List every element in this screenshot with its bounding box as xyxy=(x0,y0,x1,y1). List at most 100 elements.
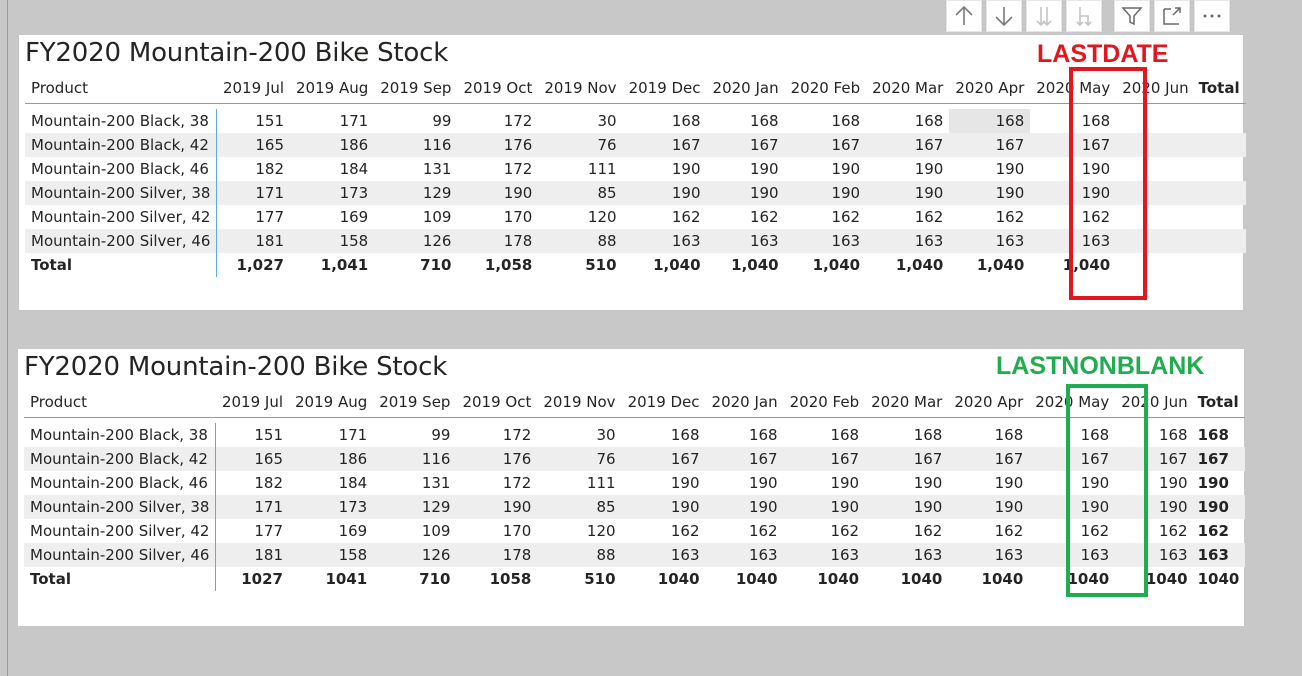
value-cell: 167 xyxy=(865,447,949,471)
canvas-left-edge xyxy=(0,0,8,676)
value-cell: 163 xyxy=(1030,229,1117,253)
drill-up-button[interactable] xyxy=(946,0,982,32)
table-row[interactable]: Mountain-200 Black, 46 182 184 131 172 111 190… xyxy=(25,157,1246,181)
table-row[interactable]: Mountain-200 Black, 38 151 171 99 172 30 168 16… xyxy=(25,109,1246,133)
focus-mode-button[interactable] xyxy=(1154,0,1190,32)
value-cell: 190 xyxy=(948,495,1030,519)
value-cell: 190 xyxy=(705,495,784,519)
drill-down-button[interactable] xyxy=(986,0,1022,32)
value-cell: 168 xyxy=(671,112,701,130)
column-header-product[interactable]: Product xyxy=(24,387,216,418)
column-header[interactable]: 2020 May xyxy=(1030,73,1117,104)
matrix-visual-lastdate[interactable]: FY2020 Mountain-200 Bike Stock LASTDATE … xyxy=(18,34,1246,311)
row-header-product[interactable]: Mountain-200 Black, 38 xyxy=(24,423,217,447)
column-header[interactable]: 2019 Jul xyxy=(216,73,290,104)
value-cell: 162 xyxy=(830,522,860,540)
table-row[interactable]: Mountain-200 Black, 38 151 171 99 172 30 168 16… xyxy=(24,423,1245,447)
expand-next-level-button[interactable] xyxy=(1066,0,1102,32)
value-cell: 182 xyxy=(254,474,283,492)
row-header-product[interactable]: Mountain-200 Silver, 46 xyxy=(24,543,217,567)
value-cell: 168 xyxy=(831,112,861,130)
column-header[interactable]: 2020 Mar xyxy=(865,387,949,418)
value-cell: 151 xyxy=(255,112,284,130)
column-header[interactable]: 2019 Nov xyxy=(538,73,623,104)
column-header[interactable]: 2020 May xyxy=(1029,387,1116,418)
column-header[interactable]: 2019 Sep xyxy=(373,387,457,418)
column-header[interactable]: 2020 Apr xyxy=(948,387,1030,418)
value-cell: 167 xyxy=(706,133,785,157)
row-header-product[interactable]: Mountain-200 Silver, 42 xyxy=(24,519,217,543)
column-header-total[interactable]: Total xyxy=(1193,387,1246,418)
value-cell: 168 xyxy=(913,426,943,444)
column-header[interactable]: 2019 Oct xyxy=(456,387,538,418)
row-header-product[interactable]: Mountain-200 Silver, 38 xyxy=(25,181,218,205)
column-header-total[interactable]: Total xyxy=(1194,73,1246,104)
value-cell: 176 xyxy=(457,133,539,157)
grand-total-cell: 1040 xyxy=(900,570,943,588)
table-row[interactable]: Mountain-200 Silver, 38 171 173 129 190 85 190… xyxy=(25,181,1246,205)
more-options-icon xyxy=(1203,14,1221,18)
column-header[interactable]: 2019 Aug xyxy=(290,73,375,104)
value-cell: 165 xyxy=(216,133,290,157)
value-cell: 162 xyxy=(749,208,779,226)
column-header[interactable]: 2020 Feb xyxy=(784,73,867,104)
annotation-lastnonblank: LASTNONBLANK xyxy=(996,352,1205,380)
row-header-product[interactable]: Mountain-200 Black, 42 xyxy=(25,133,218,157)
column-header[interactable]: 2019 Jul xyxy=(215,387,289,418)
value-cell: 172 xyxy=(503,112,533,130)
column-header[interactable]: 2019 Nov xyxy=(537,387,622,418)
grand-total-cell xyxy=(1195,253,1246,277)
value-cell: 168 xyxy=(914,112,944,130)
row-header-product[interactable]: Mountain-200 Silver, 42 xyxy=(25,205,218,229)
table-row[interactable]: Mountain-200 Silver, 46 181 158 126 178 88 163… xyxy=(24,543,1246,567)
row-header-product[interactable]: Mountain-200 Silver, 46 xyxy=(25,229,218,253)
grand-total-cell: 1040 xyxy=(1067,570,1110,588)
row-header-product[interactable]: Mountain-200 Black, 46 xyxy=(24,471,217,495)
column-header-product[interactable]: Product xyxy=(25,73,217,104)
table-row[interactable]: Mountain-200 Silver, 42 177 169 109 170 120 16… xyxy=(25,205,1246,229)
column-header[interactable]: 2020 Jan xyxy=(705,387,784,418)
matrix-visual-lastnonblank[interactable]: FY2020 Mountain-200 Bike Stock LASTNONBL… xyxy=(18,349,1246,626)
table-row[interactable]: Mountain-200 Silver, 46 181 158 126 178 88 163… xyxy=(25,229,1246,253)
column-header[interactable]: 2020 Jun xyxy=(1116,73,1195,104)
value-cell: 178 xyxy=(456,543,538,567)
value-cell: 190 xyxy=(913,474,943,492)
value-cell: 158 xyxy=(289,543,374,567)
row-header-product[interactable]: Mountain-200 Silver, 38 xyxy=(24,495,217,519)
row-header-product[interactable]: Mountain-200 Black, 42 xyxy=(24,447,217,471)
column-header[interactable]: 2020 Mar xyxy=(866,73,950,104)
column-header[interactable]: 2019 Dec xyxy=(621,387,706,418)
column-header[interactable]: 2020 Feb xyxy=(783,387,866,418)
table-row[interactable]: Mountain-200 Black, 42 165 186 116 176 76 167 1… xyxy=(24,447,1246,471)
value-cell: 88 xyxy=(538,229,623,253)
table-row[interactable]: Mountain-200 Black, 42 165 186 116 176 76 167 1… xyxy=(25,133,1246,157)
column-header[interactable]: 2019 Dec xyxy=(622,73,707,104)
column-header[interactable]: 2019 Aug xyxy=(289,387,374,418)
annotation-lastdate: LASTDATE xyxy=(1037,40,1169,68)
column-header[interactable]: 2019 Oct xyxy=(457,73,539,104)
value-cell: 190 xyxy=(831,160,861,178)
filter-icon xyxy=(1121,7,1143,26)
value-cell: 99 xyxy=(432,112,452,130)
column-header[interactable]: 2020 Jan xyxy=(706,73,785,104)
go-to-next-level-button[interactable] xyxy=(1026,0,1062,32)
matrix-table: Product 2019 Jul 2019 Aug 2019 Sep 2019 Oct 2… xyxy=(24,387,1246,591)
value-cell: 190 xyxy=(671,160,701,178)
row-header-product[interactable]: Mountain-200 Black, 46 xyxy=(25,157,218,181)
value-cell: 129 xyxy=(373,495,457,519)
more-options-button[interactable] xyxy=(1194,0,1230,32)
value-cell: 177 xyxy=(254,522,283,540)
value-cell: 162 xyxy=(831,208,861,226)
column-header[interactable]: 2019 Sep xyxy=(374,73,458,104)
value-cell: 163 xyxy=(1029,543,1116,567)
filter-button[interactable] xyxy=(1114,0,1150,32)
column-header[interactable]: 2020 Apr xyxy=(949,73,1031,104)
table-row[interactable]: Mountain-200 Black, 46 182 184 131 172 111 190… xyxy=(24,471,1245,495)
column-header[interactable]: 2020 Jun xyxy=(1115,387,1194,418)
matrix-table: Product 2019 Jul 2019 Aug 2019 Sep 2019 Oct 2… xyxy=(25,73,1246,277)
value-cell: 168 xyxy=(1080,426,1110,444)
table-row[interactable]: Mountain-200 Silver, 42 177 169 109 170 120 16… xyxy=(24,519,1245,543)
row-header-product[interactable]: Mountain-200 Black, 38 xyxy=(25,109,218,133)
value-cell: 190 xyxy=(914,160,944,178)
table-row[interactable]: Mountain-200 Silver, 38 171 173 129 190 85 190… xyxy=(24,495,1246,519)
